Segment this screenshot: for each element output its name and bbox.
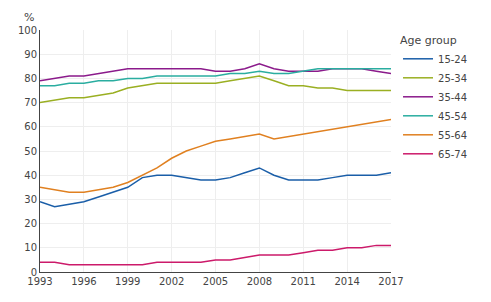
- svg-text:1993: 1993: [27, 276, 52, 287]
- svg-text:60: 60: [24, 121, 37, 132]
- svg-text:Age group: Age group: [400, 34, 457, 47]
- svg-text:2014: 2014: [334, 276, 359, 287]
- svg-text:30: 30: [24, 194, 37, 205]
- svg-text:2008: 2008: [247, 276, 272, 287]
- svg-text:1999: 1999: [115, 276, 140, 287]
- svg-text:15-24: 15-24: [438, 54, 467, 65]
- svg-text:1996: 1996: [71, 276, 96, 287]
- svg-text:25-34: 25-34: [438, 73, 467, 84]
- svg-text:90: 90: [24, 49, 37, 60]
- svg-text:2017: 2017: [378, 276, 403, 287]
- svg-text:50: 50: [24, 146, 37, 157]
- svg-text:2005: 2005: [203, 276, 228, 287]
- svg-text:0: 0: [31, 267, 37, 278]
- svg-text:2011: 2011: [291, 276, 316, 287]
- svg-text:70: 70: [24, 97, 37, 108]
- svg-text:%: %: [24, 11, 34, 24]
- svg-text:2002: 2002: [159, 276, 184, 287]
- svg-text:45-54: 45-54: [438, 111, 467, 122]
- svg-text:10: 10: [24, 242, 37, 253]
- svg-text:35-44: 35-44: [438, 92, 467, 103]
- svg-text:100: 100: [18, 25, 37, 36]
- svg-text:65-74: 65-74: [438, 149, 467, 160]
- svg-text:80: 80: [24, 73, 37, 84]
- svg-text:55-64: 55-64: [438, 130, 467, 141]
- svg-text:20: 20: [24, 218, 37, 229]
- svg-text:40: 40: [24, 170, 37, 181]
